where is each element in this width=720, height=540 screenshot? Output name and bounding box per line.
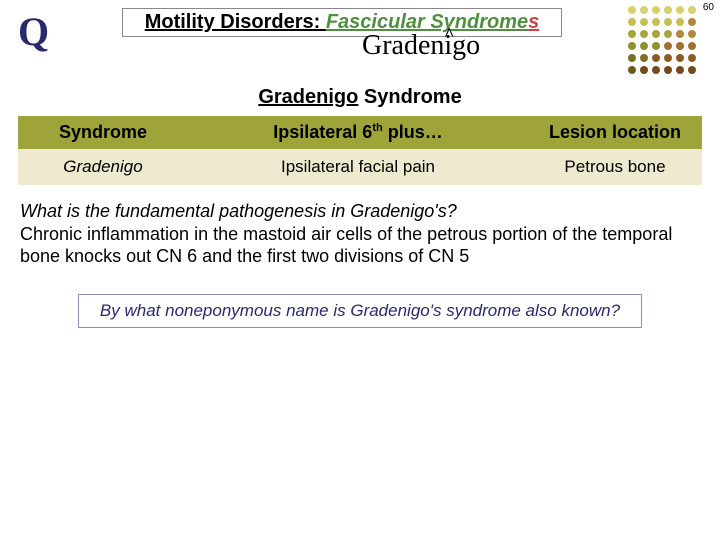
decorative-dot [664,6,672,14]
header-text: Ipsilateral 6 [273,122,372,142]
decorative-dot [688,30,696,38]
qa-answer: Chronic inflammation in the mastoid air … [20,223,680,268]
decorative-dot [652,66,660,74]
handwritten-annotation: Gradenigo [362,30,480,62]
header-text: plus… [383,122,443,142]
section-title-underlined: Gradenigo [258,86,358,108]
decorative-dot [652,30,660,38]
decorative-dot [688,54,696,62]
syndrome-table: Syndrome Ipsilateral 6th plus… Lesion lo… [18,116,702,185]
decorative-dot [664,18,672,26]
table-header: Ipsilateral 6th plus… [188,116,528,149]
decorative-dot [628,6,636,14]
table-cell: Petrous bone [528,149,702,185]
decorative-dot [664,42,672,50]
decorative-dot [640,66,648,74]
decorative-dot [628,18,636,26]
decorative-dot [652,6,660,14]
decorative-dot [640,54,648,62]
decorative-dot [676,42,684,50]
decorative-dot [676,6,684,14]
decorative-dot [640,18,648,26]
decorative-dot [652,54,660,62]
decorative-dot [628,30,636,38]
followup-question: By what noneponymous name is Gradenigo's… [78,294,642,328]
section-title: Gradenigo Syndrome [0,86,720,109]
section-title-rest: Syndrome [358,86,461,108]
title-prefix: Motility Disorders: [145,11,326,33]
decorative-dot [676,54,684,62]
table-cell: Ipsilateral facial pain [188,149,528,185]
table-row: Gradenigo Ipsilateral facial pain Petrou… [18,149,702,185]
q-mark: Q [18,8,49,55]
title-red-s: s [528,11,539,33]
page-number: 60 [703,2,714,13]
decorative-dot [628,54,636,62]
decorative-dot [676,18,684,26]
table-header: Lesion location [528,116,702,149]
slide-title: Motility Disorders: Fascicular Syndromes [122,8,562,37]
decorative-dot [688,66,696,74]
decorative-dot [628,66,636,74]
decorative-dot [688,6,696,14]
table-header: Syndrome [18,116,188,149]
decorative-dot [652,42,660,50]
decorative-dot [664,30,672,38]
decorative-dot [628,42,636,50]
decorative-dot [676,66,684,74]
decorative-dot-grid [628,6,698,76]
decorative-dot [688,18,696,26]
decorative-dot [640,6,648,14]
decorative-dot [664,54,672,62]
table-header-row: Syndrome Ipsilateral 6th plus… Lesion lo… [18,116,702,149]
header-sup: th [372,122,382,134]
decorative-dot [640,42,648,50]
decorative-dot [640,30,648,38]
qa-question: What is the fundamental pathogenesis in … [20,200,680,223]
decorative-dot [652,18,660,26]
table-cell: Gradenigo [18,149,188,185]
decorative-dot [688,42,696,50]
qa-block: What is the fundamental pathogenesis in … [20,200,680,268]
decorative-dot [664,66,672,74]
decorative-dot [676,30,684,38]
